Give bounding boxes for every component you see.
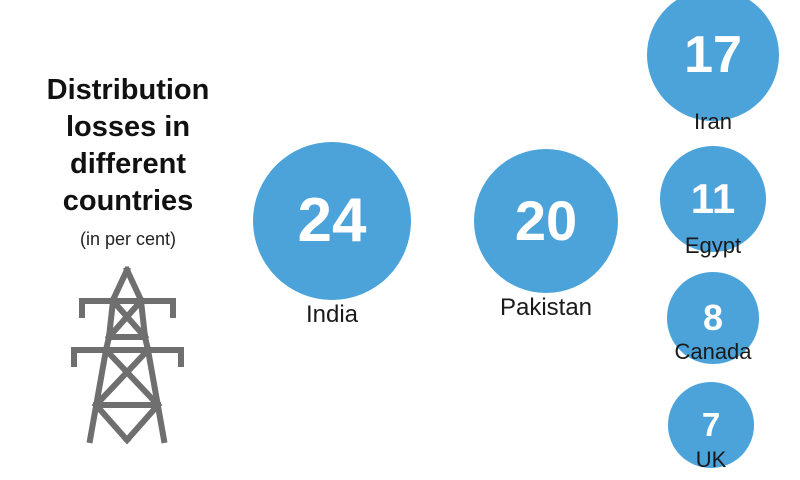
chart-title: Distribution losses in different countri… — [18, 72, 238, 220]
bubble-label-uk: UK — [695, 447, 727, 472]
bubble-label-egypt: Egypt — [684, 233, 742, 258]
title-line: losses in — [65, 111, 191, 143]
bubble-label-canada: Canada — [674, 339, 752, 364]
bubble-label-iran: Iran — [694, 109, 732, 134]
bubble-egypt: 11 — [659, 145, 767, 253]
chart-subtitle: (in per cent) — [79, 229, 177, 249]
bubble-label-india: India — [305, 301, 359, 328]
title-line: countries — [62, 185, 194, 217]
transmission-tower-icon — [71, 266, 184, 445]
bubble-iran: 17 — [646, 0, 780, 122]
bubble-label-pakistan: Pakistan — [499, 294, 593, 321]
bubble-india: 24 — [253, 142, 411, 300]
title-line: Distribution — [46, 74, 210, 106]
title-line: different — [70, 148, 186, 180]
bubble-pakistan: 20 — [473, 148, 619, 294]
bubble-canada: 8 — [667, 272, 759, 364]
bubble-uk: 7 — [668, 382, 754, 468]
